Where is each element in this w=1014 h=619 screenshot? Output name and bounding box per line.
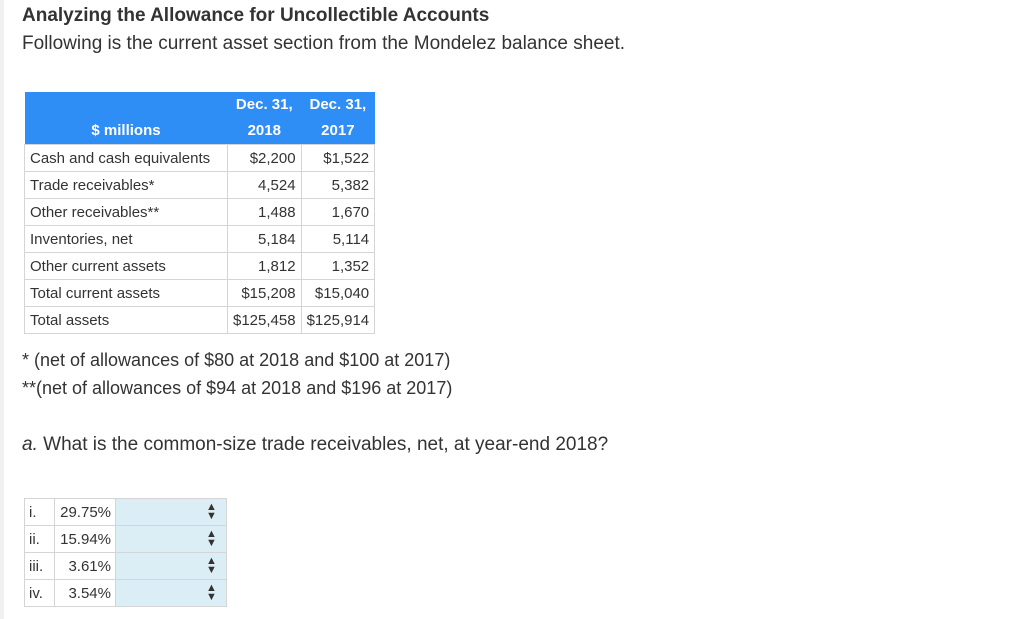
updown-arrows-icon: ▲ ▼ [206,501,217,523]
column-header-2018: Dec. 31, 2018 [227,92,302,145]
row-label: Trade receivables* [24,171,228,199]
updown-arrows-icon: ▲ ▼ [206,528,217,550]
answer-select[interactable]: ▲ ▼ [115,579,227,607]
value-2018: $15,208 [227,279,302,307]
value-2017: 1,670 [300,198,376,226]
page-subtitle: Following is the current asset section f… [22,33,626,54]
footnote-other-receivables: **(net of allowances of $94 at 2018 and … [22,378,453,398]
page-title: Analyzing the Allowance for Uncollectibl… [22,5,490,26]
value-2018: 1,488 [227,198,302,226]
column-header-millions: $ millions [24,92,228,145]
answer-value: 29.75% [54,498,116,526]
value-2017: $1,522 [300,144,376,172]
footnote-trade-receivables: * (net of allowances of $80 at 2018 and … [22,350,451,370]
value-2018: 4,524 [227,171,302,199]
balance-sheet-table: $ millions Dec. 31, 2018 Dec. 31, 2017 Cas… [24,92,376,334]
table-row: Other receivables** 1,488 1,670 [24,198,376,226]
value-2018: $125,458 [227,306,302,334]
table-row: Trade receivables* 4,524 5,382 [24,171,376,199]
value-2018: $2,200 [227,144,302,172]
answer-row: iii. 3.61% ▲ ▼ [24,552,227,580]
answer-table: i. 29.75% ▲ ▼ ii. 15.94% ▲ ▼ iii. 3.61% ▲ ▼… [24,498,227,607]
answer-value: 3.61% [54,552,116,580]
value-2017: 5,114 [300,225,376,253]
row-label: Total assets [24,306,228,334]
value-2017: 5,382 [300,171,376,199]
row-label: Total current assets [24,279,228,307]
answer-index: iii. [24,552,55,580]
row-label: Other receivables** [24,198,228,226]
answer-value: 3.54% [54,579,116,607]
answer-row: ii. 15.94% ▲ ▼ [24,525,227,553]
answer-row: i. 29.75% ▲ ▼ [24,498,227,526]
answer-index: ii. [24,525,55,553]
answer-select[interactable]: ▲ ▼ [115,498,227,526]
value-2017: 1,352 [300,252,376,280]
row-label: Other current assets [24,252,228,280]
answer-select[interactable]: ▲ ▼ [115,552,227,580]
answer-index: iv. [24,579,55,607]
value-2018: 5,184 [227,225,302,253]
value-2017: $125,914 [300,306,376,334]
table-header-row: $ millions Dec. 31, 2018 Dec. 31, 2017 [24,92,375,145]
answer-select[interactable]: ▲ ▼ [115,525,227,553]
table-row: Total assets $125,458 $125,914 [24,306,376,334]
left-border [0,0,4,619]
row-label: Inventories, net [24,225,228,253]
table-row: Total current assets $15,208 $15,040 [24,279,376,307]
question-text: a. What is the common-size trade receiva… [22,434,608,456]
question-prefix: a. [22,434,38,455]
updown-arrows-icon: ▲ ▼ [206,555,217,577]
value-2018: 1,812 [227,252,302,280]
table-row: Other current assets 1,812 1,352 [24,252,376,280]
question-body: What is the common-size trade receivable… [37,434,609,455]
answer-row: iv. 3.54% ▲ ▼ [24,579,227,607]
answer-index: i. [24,498,55,526]
answer-value: 15.94% [54,525,116,553]
table-row: Inventories, net 5,184 5,114 [24,225,376,253]
column-header-2017: Dec. 31, 2017 [301,92,375,145]
value-2017: $15,040 [300,279,376,307]
updown-arrows-icon: ▲ ▼ [206,582,217,604]
row-label: Cash and cash equivalents [24,144,228,172]
table-row: Cash and cash equivalents $2,200 $1,522 [24,144,376,172]
